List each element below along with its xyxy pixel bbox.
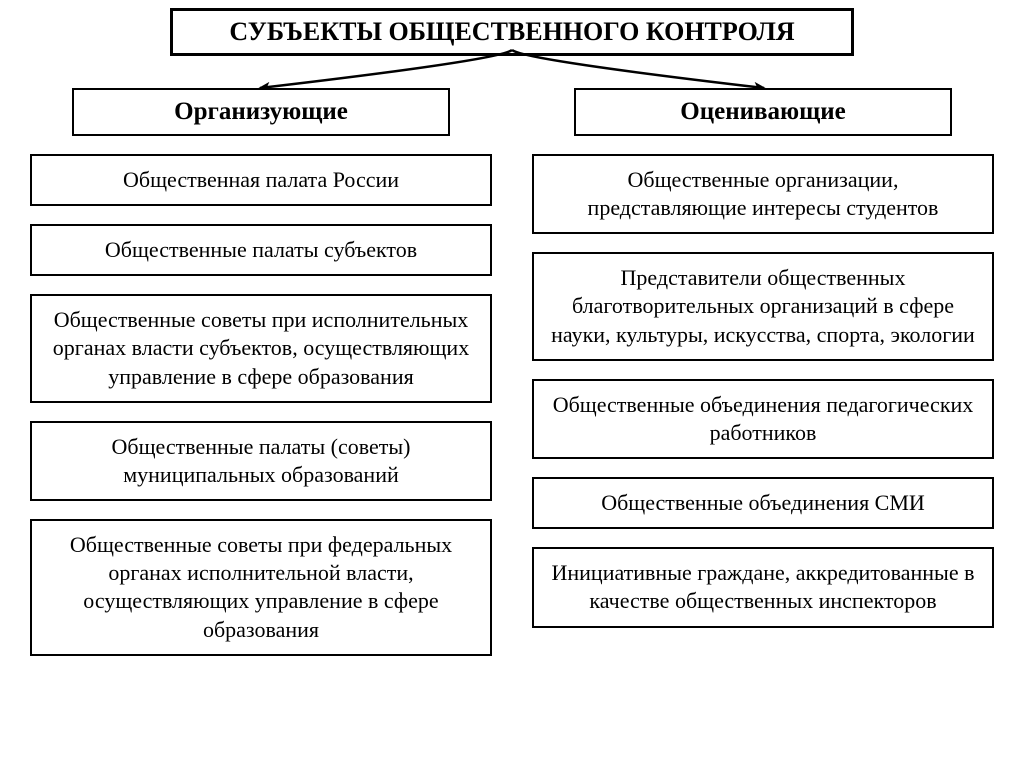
right-item: Представители общественных благотворител… [532, 252, 994, 360]
diagram-title: СУБЪЕКТЫ ОБЩЕСТВЕННОГО КОНТРОЛЯ [170, 8, 854, 56]
left-column: Организующие Общественная палата России … [30, 88, 492, 656]
left-item: Общественные палаты субъектов [30, 224, 492, 276]
left-item: Общественные советы при исполнительных о… [30, 294, 492, 402]
columns-wrapper: Организующие Общественная палата России … [30, 88, 994, 656]
right-column: Оценивающие Общественные организации, пр… [532, 88, 994, 656]
right-item: Общественные организации, представляющие… [532, 154, 994, 234]
right-column-header: Оценивающие [574, 88, 952, 136]
diagram-canvas: СУБЪЕКТЫ ОБЩЕСТВЕННОГО КОНТРОЛЯ Организу… [0, 0, 1024, 767]
left-item: Общественные палаты (советы) муниципальн… [30, 421, 492, 501]
left-item: Общественные советы при федеральных орга… [30, 519, 492, 656]
left-item: Общественная палата России [30, 154, 492, 206]
right-item: Инициативные граждане, аккредитованные в… [532, 547, 994, 627]
right-item: Общественные объединения СМИ [532, 477, 994, 529]
right-item: Общественные объединения педагогических … [532, 379, 994, 459]
left-column-header: Организующие [72, 88, 450, 136]
